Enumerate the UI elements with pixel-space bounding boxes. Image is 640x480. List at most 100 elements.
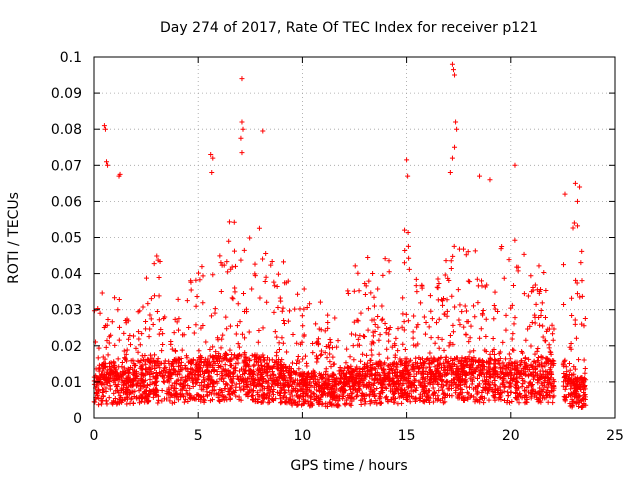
data-point <box>211 358 217 364</box>
data-point <box>404 381 410 387</box>
x-tick-label: 25 <box>606 428 624 444</box>
data-point <box>213 391 219 397</box>
y-tick-label: 0.02 <box>51 339 82 355</box>
data-point <box>449 293 455 299</box>
data-point <box>551 326 557 332</box>
data-point <box>480 312 486 318</box>
data-point <box>529 319 535 325</box>
data-point <box>169 400 175 406</box>
data-point <box>325 312 331 318</box>
data-point <box>164 396 170 402</box>
data-point <box>443 354 449 360</box>
data-point <box>371 294 377 300</box>
data-point <box>402 247 408 253</box>
data-point <box>300 356 306 362</box>
data-point <box>303 399 309 405</box>
data-point <box>281 375 287 381</box>
data-point <box>106 395 112 401</box>
data-point <box>445 386 451 392</box>
data-point <box>506 351 512 357</box>
data-point <box>415 341 421 347</box>
data-point <box>401 260 407 266</box>
data-point <box>535 345 541 351</box>
data-point <box>196 356 202 362</box>
data-point <box>323 366 329 372</box>
data-point <box>171 330 177 336</box>
data-point <box>304 363 310 369</box>
x-tick-label: 20 <box>502 428 520 444</box>
data-point <box>522 388 528 394</box>
data-point <box>165 391 171 397</box>
data-point <box>455 287 461 293</box>
data-point <box>367 401 373 407</box>
data-point <box>219 396 225 402</box>
data-point <box>297 382 303 388</box>
data-point <box>294 377 300 383</box>
data-point <box>377 332 383 338</box>
data-point <box>104 322 110 328</box>
data-point <box>546 342 552 348</box>
data-point <box>517 374 523 380</box>
data-point <box>571 364 577 370</box>
data-point <box>166 366 172 372</box>
data-point <box>478 326 484 332</box>
data-point <box>444 308 450 314</box>
data-point <box>273 353 279 359</box>
data-point <box>456 317 462 323</box>
data-point <box>405 173 411 179</box>
data-point <box>123 369 129 375</box>
data-point <box>543 338 549 344</box>
data-point <box>176 316 182 322</box>
data-point <box>94 391 100 397</box>
data-point <box>166 360 172 366</box>
data-point <box>469 362 475 368</box>
data-point <box>133 375 139 381</box>
data-point <box>243 367 249 373</box>
data-point <box>263 251 269 257</box>
data-point <box>130 377 136 383</box>
data-point <box>341 371 347 377</box>
data-point <box>532 320 538 326</box>
data-point <box>263 379 269 385</box>
data-point <box>381 367 387 373</box>
data-point <box>447 367 453 373</box>
data-point <box>232 285 238 291</box>
data-point <box>124 388 130 394</box>
data-point <box>582 370 588 376</box>
data-point <box>289 402 295 408</box>
data-point <box>138 377 144 383</box>
data-point <box>370 270 376 276</box>
data-point <box>506 380 512 386</box>
data-point <box>261 391 267 397</box>
data-point <box>503 327 509 333</box>
data-point <box>168 375 174 381</box>
data-point <box>340 396 346 402</box>
data-point <box>474 276 480 282</box>
data-point <box>320 375 326 381</box>
data-point <box>367 381 373 387</box>
data-point <box>376 371 382 377</box>
data-point <box>318 348 324 354</box>
data-point <box>491 365 497 371</box>
data-point <box>387 388 393 394</box>
data-point <box>396 384 402 390</box>
data-point <box>327 351 333 357</box>
data-point <box>509 398 515 404</box>
data-point <box>389 344 395 350</box>
data-point <box>215 335 221 341</box>
data-point <box>493 358 499 364</box>
data-point <box>577 184 583 190</box>
data-point <box>255 396 261 402</box>
data-point <box>438 355 444 361</box>
data-point <box>402 389 408 395</box>
data-point <box>116 400 122 406</box>
data-point <box>543 360 549 366</box>
data-point <box>495 309 501 315</box>
data-point <box>530 364 536 370</box>
data-point <box>514 393 520 399</box>
data-point <box>531 359 537 365</box>
data-point <box>194 376 200 382</box>
data-point <box>397 369 403 375</box>
data-point <box>417 398 423 404</box>
data-point <box>503 312 509 318</box>
